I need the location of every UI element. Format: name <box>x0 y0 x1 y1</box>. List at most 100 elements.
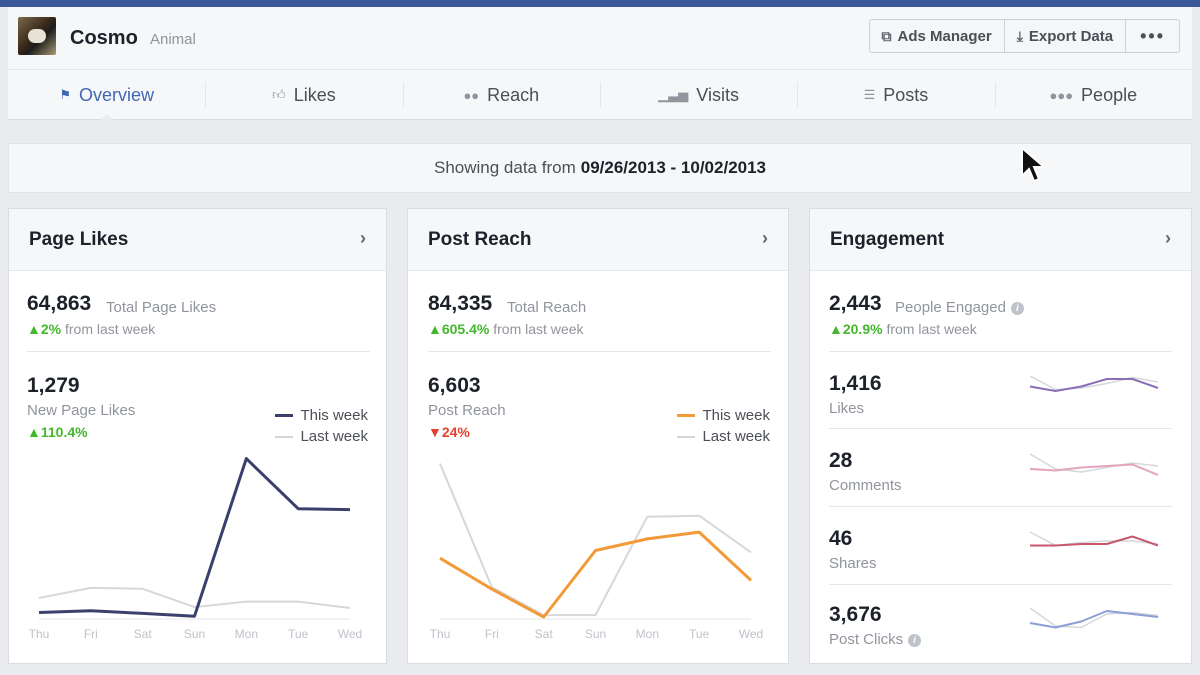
people-icon: ●● <box>463 87 480 103</box>
avatar[interactable] <box>18 17 56 55</box>
date-range-value: 09/26/2013 - 10/02/2013 <box>580 158 767 177</box>
new-page-likes-change: ▲110.4% <box>27 424 88 440</box>
x-tick-label: Fri <box>84 627 98 641</box>
tab-visits[interactable]: ▁▃▅ Visits <box>599 70 797 120</box>
engagement-card: Engagement › 2,443 People Engaged i ▲20.9… <box>809 208 1192 664</box>
legend-last-week: Last week <box>677 426 770 447</box>
total-page-likes-change: ▲2% from last week <box>27 321 156 337</box>
info-icon[interactable]: i <box>908 634 922 647</box>
legend-this-label: This week <box>300 407 368 424</box>
total-reach-change-label: from last week <box>493 321 584 337</box>
divider <box>829 351 1172 352</box>
sparkline-this-week <box>1029 463 1159 476</box>
post-clicks-sparkline <box>1029 607 1159 629</box>
export-data-label: Export Data <box>1028 27 1114 45</box>
total-page-likes-label: Total Page Likes <box>106 299 217 316</box>
legend-swatch-this <box>677 414 696 417</box>
info-icon[interactable]: i <box>1010 302 1024 315</box>
list-icon: ☰ <box>863 87 876 102</box>
page-likes-line-chart: Thu Fri Sat Sun Mon Tue Wed <box>29 457 362 641</box>
total-reach-change-value: 605.4% <box>441 321 490 337</box>
total-page-likes-value: 64,863 <box>27 292 92 315</box>
divider <box>829 506 1172 507</box>
flag-icon: ⚑ <box>59 87 71 102</box>
x-tick-label: Sat <box>134 627 153 641</box>
legend-last-label: Last week <box>300 428 368 445</box>
tab-reach[interactable]: ●● Reach <box>402 70 600 120</box>
page-likes-card: Page Likes › 64,863 Total Page Likes ▲2%… <box>8 208 387 664</box>
engagement-shares-value: 46 <box>829 527 853 550</box>
post-reach-value: 6,603 <box>428 374 481 397</box>
x-tick-label: Tue <box>689 627 710 641</box>
total-reach-label: Total Reach <box>507 299 587 316</box>
x-tick-label: Wed <box>338 627 362 641</box>
divider <box>829 584 1172 585</box>
ads-manager-icon: ⧉ <box>881 27 892 44</box>
total-reach-change: ▲605.4% from last week <box>428 321 584 337</box>
post-reach-card: Post Reach › 84,335 Total Reach ▲605.4% … <box>407 208 789 664</box>
engagement-title: Engagement <box>830 228 945 250</box>
sparkline-this-week <box>1029 378 1159 392</box>
tab-visits-label: Visits <box>696 84 739 105</box>
ads-manager-button[interactable]: ⧉ Ads Manager <box>870 20 1005 52</box>
post-reach-change-value: 24% <box>441 424 470 440</box>
people-engaged-change-value: 20.9% <box>842 321 883 337</box>
page-category: Animal <box>150 31 196 48</box>
tab-likes-label: Likes <box>293 84 336 105</box>
engagement-comments-value: 28 <box>829 449 853 472</box>
people-engaged-label-wrap: People Engaged i <box>895 299 1024 316</box>
x-tick-label: Sun <box>184 627 205 641</box>
people-engaged-change: ▲20.9% from last week <box>829 321 977 337</box>
tab-overview[interactable]: ⚑ Overview <box>8 70 205 121</box>
insights-tabs: ⚑ Overview 👍︎ Likes ●● Reach ▁▃▅ Visits … <box>8 69 1192 121</box>
chevron-right-icon[interactable]: › <box>360 228 366 248</box>
thumbs-up-icon: 👍︎ <box>272 87 286 102</box>
more-options-button[interactable]: ••• <box>1140 25 1165 46</box>
chevron-right-icon[interactable]: › <box>762 228 768 248</box>
x-tick-label: Mon <box>235 627 258 641</box>
export-data-button[interactable]: ⤓ Export Data <box>1005 20 1127 52</box>
engagement-comments-label: Comments <box>829 477 902 494</box>
divider <box>829 428 1172 429</box>
legend-this-week: This week <box>677 405 770 426</box>
post-reach-change: ▼24% <box>428 424 470 440</box>
date-range-prefix: Showing data from <box>433 158 576 177</box>
tab-posts-label: Posts <box>883 84 929 105</box>
x-tick-label: Fri <box>485 627 499 641</box>
legend-this-label: This week <box>702 407 770 424</box>
engagement-header[interactable]: Engagement › <box>810 209 1191 271</box>
legend-this-week: This week <box>275 405 368 426</box>
mouse-cursor-icon <box>1021 146 1046 183</box>
date-range-bar: Showing data from 09/26/2013 - 10/02/201… <box>8 143 1192 193</box>
divider <box>27 351 370 352</box>
legend-swatch-last <box>677 435 696 438</box>
top-bar <box>0 0 1200 7</box>
tab-people[interactable]: ●●● People <box>994 70 1192 120</box>
tab-people-label: People <box>1081 84 1138 105</box>
tab-reach-label: Reach <box>487 84 540 105</box>
likes-sparkline <box>1029 375 1159 392</box>
engagement-shares-label: Shares <box>829 555 877 572</box>
post-reach-line-chart: Thu Fri Sat Sun Mon Tue Wed <box>430 463 763 641</box>
page-likes-legend: This week Last week <box>275 405 368 447</box>
post-reach-title: Post Reach <box>428 228 532 250</box>
x-tick-label: Thu <box>430 627 451 641</box>
tab-likes[interactable]: 👍︎ Likes <box>205 70 402 120</box>
series-line-last-week <box>38 586 351 609</box>
ads-manager-label: Ads Manager <box>897 27 992 45</box>
page-likes-header[interactable]: Page Likes › <box>9 209 386 271</box>
x-tick-label: Tue <box>288 627 309 641</box>
download-icon: ⤓ <box>1016 27 1023 44</box>
tab-overview-label: Overview <box>78 84 154 105</box>
chevron-right-icon[interactable]: › <box>1165 228 1171 248</box>
post-reach-legend: This week Last week <box>677 405 770 447</box>
tab-posts[interactable]: ☰ Posts <box>797 70 994 120</box>
sparkline-last-week <box>1029 607 1159 629</box>
legend-swatch-last <box>275 435 294 438</box>
post-reach-label: Post Reach <box>428 402 506 419</box>
engagement-likes-value: 1,416 <box>829 372 882 395</box>
post-reach-header[interactable]: Post Reach › <box>408 209 788 271</box>
page-name[interactable]: Cosmo <box>70 27 138 49</box>
total-reach-value: 84,335 <box>428 292 493 315</box>
header-actions: ⧉ Ads Manager ⤓ Export Data ••• <box>868 19 1180 53</box>
